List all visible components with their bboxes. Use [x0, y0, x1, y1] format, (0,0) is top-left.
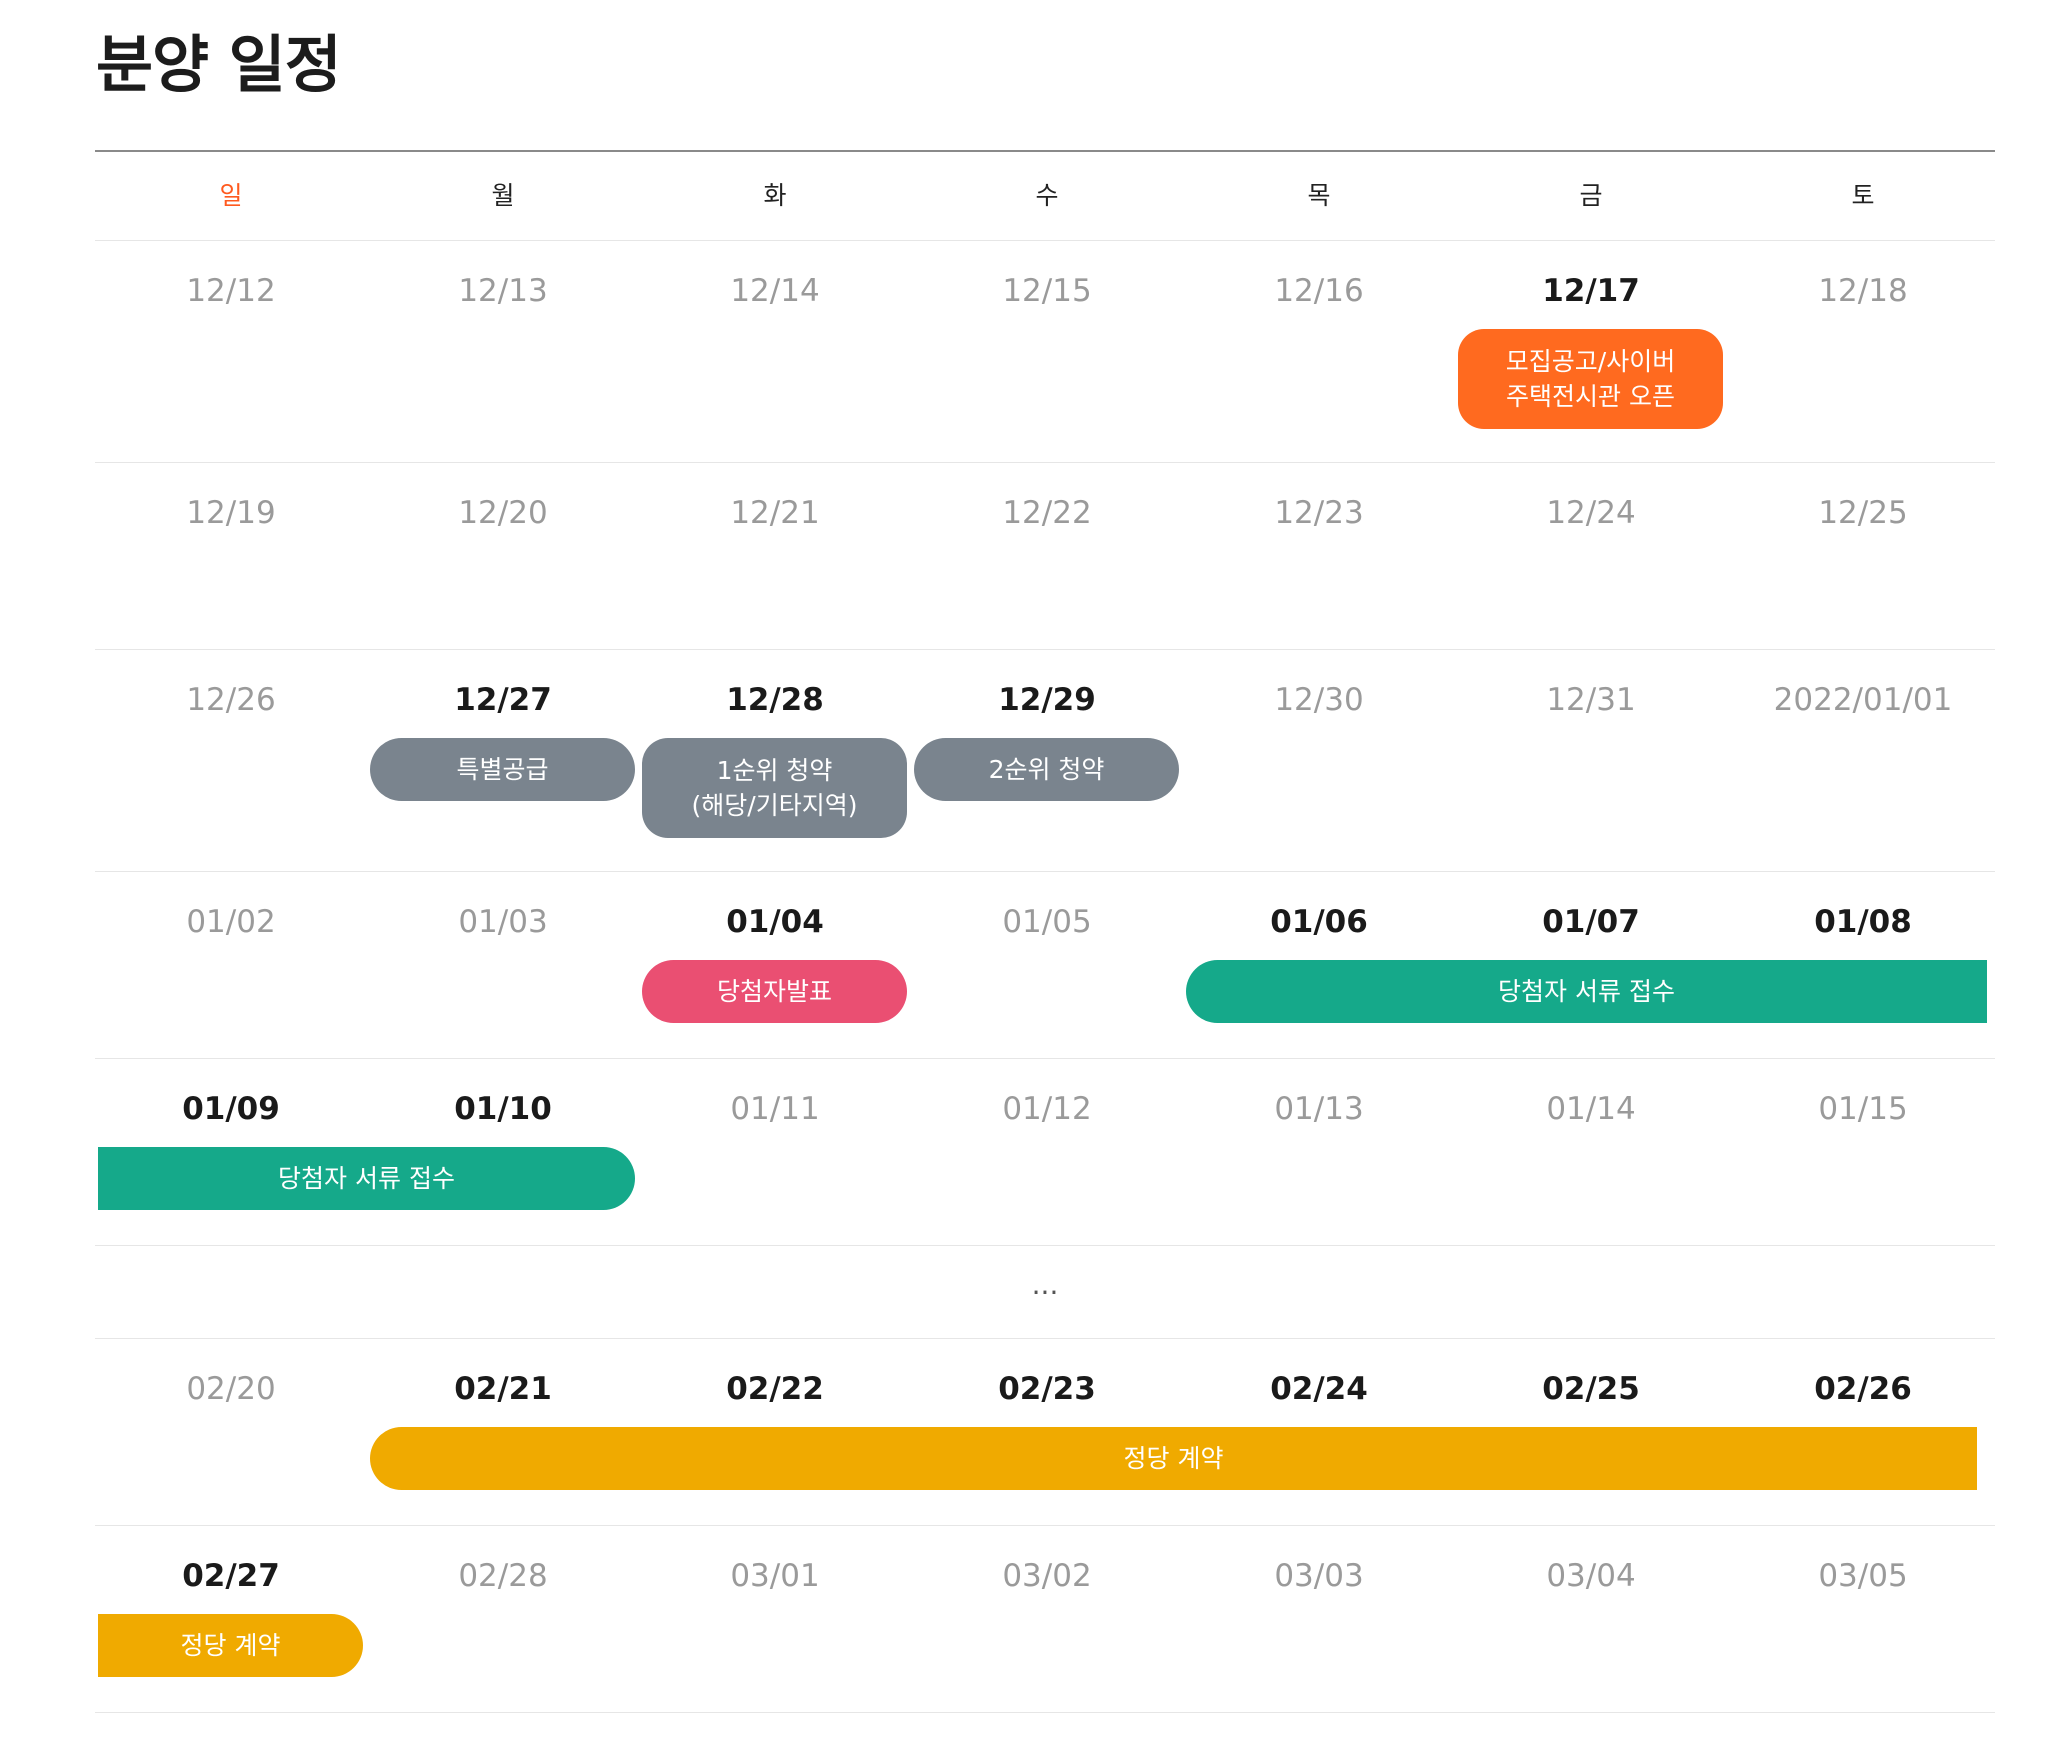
- day-date: 12/19: [186, 495, 276, 531]
- schedule-event[interactable]: 정당 계약: [370, 1427, 1977, 1490]
- weekday-label: 토: [1851, 181, 1875, 210]
- day-date: 03/05: [1818, 1558, 1908, 1594]
- day-date: 01/13: [1274, 1091, 1364, 1127]
- day-date: 12/15: [1002, 273, 1092, 309]
- ellipsis-indicator: ...: [1031, 1268, 1059, 1301]
- day-date: 12/14: [730, 273, 820, 309]
- day-date: 02/23: [998, 1371, 1096, 1407]
- day-date: 01/12: [1002, 1091, 1092, 1127]
- week-row: 12/26 12/27 12/28 12/29 12/30 12/31 2022/01/01…: [95, 650, 1995, 872]
- weekday-label: 일: [219, 181, 243, 210]
- schedule-event-label: (해당/기타지역): [691, 791, 858, 820]
- day-date: 03/03: [1274, 1558, 1364, 1594]
- calendar-top-rule: [95, 150, 1995, 152]
- schedule-event-label: 당첨자 서류 접수: [278, 1164, 455, 1193]
- day-date: 01/10: [454, 1091, 552, 1127]
- day-date: 12/28: [726, 682, 824, 718]
- day-date: 01/06: [1270, 904, 1368, 940]
- day-date: 12/30: [1274, 682, 1364, 718]
- day-date: 01/14: [1546, 1091, 1636, 1127]
- day-date: 12/20: [458, 495, 548, 531]
- schedule-event-label: 정당 계약: [1123, 1444, 1224, 1473]
- day-date: 01/04: [726, 904, 824, 940]
- day-date: 12/31: [1546, 682, 1636, 718]
- weeks-gap: ...: [95, 1246, 1995, 1339]
- schedule-event[interactable]: 정당 계약: [98, 1614, 363, 1677]
- schedule-event[interactable]: 당첨자발표: [642, 960, 907, 1023]
- day-date: 02/25: [1542, 1371, 1640, 1407]
- week-row: 01/02 01/03 01/04 01/05 01/06 01/07 01/08 당첨자발표…: [95, 872, 1995, 1059]
- weekday-label: 금: [1579, 181, 1603, 210]
- page-title: 분양 일정: [96, 28, 342, 101]
- day-date: 02/28: [458, 1558, 548, 1594]
- week-row: 01/09 01/10 01/11 01/12 01/13 01/14 01/15 당첨자 서…: [95, 1059, 1995, 1246]
- week-row: 02/27 02/28 03/01 03/02 03/03 03/04 03/05 정당 계약: [95, 1526, 1995, 1713]
- day-date: 12/22: [1002, 495, 1092, 531]
- day-date: 02/24: [1270, 1371, 1368, 1407]
- day-date: 12/16: [1274, 273, 1364, 309]
- week-row: 02/20 02/21 02/22 02/23 02/24 02/25 02/26 정당 계약: [95, 1339, 1995, 1526]
- weekday-label: 월: [491, 181, 515, 210]
- schedule-event[interactable]: 1순위 청약 (해당/기타지역): [642, 738, 907, 838]
- calendar-weeks: 12/12 12/13 12/14 12/15 12/16 12/17 12/18 모집공고/…: [95, 241, 1995, 1713]
- schedule-event-label: 특별공급: [456, 755, 549, 784]
- day-date: 01/08: [1814, 904, 1912, 940]
- day-date: 01/11: [730, 1091, 820, 1127]
- day-date: 01/07: [1542, 904, 1640, 940]
- day-date: 02/27: [182, 1558, 280, 1594]
- day-date: 03/01: [730, 1558, 820, 1594]
- schedule-event[interactable]: 당첨자 서류 접수: [98, 1147, 635, 1210]
- day-date: 01/15: [1818, 1091, 1908, 1127]
- day-date: 02/20: [186, 1371, 276, 1407]
- schedule-event-label: 정당 계약: [180, 1631, 281, 1660]
- week-row: 12/12 12/13 12/14 12/15 12/16 12/17 12/18 모집공고/…: [95, 241, 1995, 463]
- schedule-event-label: 당첨자발표: [716, 977, 832, 1006]
- day-date: 01/02: [186, 904, 276, 940]
- day-date: 2022/01/01: [1773, 682, 1953, 718]
- schedule-event-label: 1순위 청약: [716, 756, 833, 785]
- day-date: 12/12: [186, 273, 276, 309]
- day-date: 03/04: [1546, 1558, 1636, 1594]
- day-date: 02/21: [454, 1371, 552, 1407]
- day-date: 12/24: [1546, 495, 1636, 531]
- day-date: 12/29: [998, 682, 1096, 718]
- day-date: 12/26: [186, 682, 276, 718]
- day-date: 12/13: [458, 273, 548, 309]
- day-date: 12/18: [1818, 273, 1908, 309]
- day-date: 01/03: [458, 904, 548, 940]
- day-date: 12/21: [730, 495, 820, 531]
- day-date: 12/25: [1818, 495, 1908, 531]
- day-date: 12/27: [454, 682, 552, 718]
- schedule-event[interactable]: 당첨자 서류 접수: [1186, 960, 1987, 1023]
- schedule-event-label: 주택전시관 오픈: [1506, 382, 1675, 411]
- day-date: 12/17: [1542, 273, 1640, 309]
- day-date: 02/26: [1814, 1371, 1912, 1407]
- day-date: 01/09: [182, 1091, 280, 1127]
- day-date: 01/05: [1002, 904, 1092, 940]
- schedule-event-label: 2순위 청약: [988, 755, 1105, 784]
- schedule-event[interactable]: 특별공급: [370, 738, 635, 801]
- day-date: 02/22: [726, 1371, 824, 1407]
- weekday-label: 화: [763, 181, 787, 210]
- weekday-label: 수: [1035, 181, 1059, 210]
- week-row: 12/19 12/20 12/21 12/22 12/23 12/24 12/25: [95, 463, 1995, 650]
- schedule-event-label: 모집공고/사이버: [1505, 347, 1676, 376]
- schedule-event-label: 당첨자 서류 접수: [1498, 977, 1675, 1006]
- weekday-label: 목: [1307, 181, 1331, 210]
- schedule-event[interactable]: 2순위 청약: [914, 738, 1179, 801]
- day-date: 12/23: [1274, 495, 1364, 531]
- day-date: 03/02: [1002, 1558, 1092, 1594]
